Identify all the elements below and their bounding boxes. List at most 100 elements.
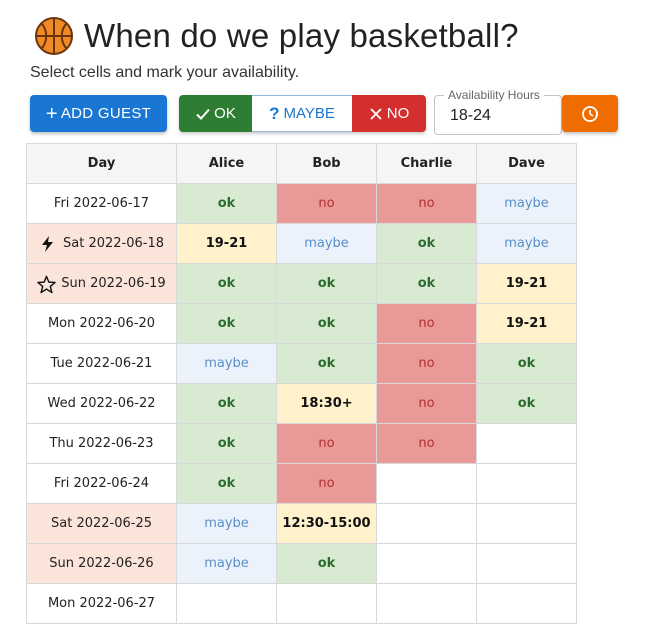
maybe-button[interactable]: ? MAYBE bbox=[252, 95, 352, 132]
availability-cell-empty[interactable] bbox=[376, 543, 477, 584]
availability-cell-maybe[interactable]: maybe bbox=[476, 183, 577, 224]
availability-grid: Day Alice Bob Charlie Dave Fri 2022-06-1… bbox=[26, 143, 577, 624]
star-icon bbox=[37, 275, 57, 293]
day-cell[interactable]: Sun 2022-06-19 bbox=[26, 263, 177, 304]
day-cell[interactable]: Mon 2022-06-27 bbox=[26, 583, 177, 624]
day-cell-content: Thu 2022-06-23 bbox=[27, 436, 176, 451]
plus-icon: + bbox=[45, 102, 58, 125]
availability-cell-ok[interactable]: ok bbox=[176, 423, 277, 464]
day-cell-content: Mon 2022-06-20 bbox=[27, 316, 176, 331]
table-row: Wed 2022-06-22 ok 18:30+ no ok bbox=[26, 383, 577, 424]
availability-hours-label: Availability Hours bbox=[444, 88, 544, 102]
availability-cell-empty[interactable] bbox=[376, 463, 477, 504]
header-guest[interactable]: Bob bbox=[276, 143, 377, 184]
day-cell[interactable]: Tue 2022-06-21 bbox=[26, 343, 177, 384]
availability-cell-maybe[interactable]: maybe bbox=[176, 543, 277, 584]
clock-button[interactable] bbox=[562, 95, 618, 132]
availability-cell-empty[interactable] bbox=[176, 583, 277, 624]
page-header: When do we play basketball? bbox=[34, 14, 519, 58]
table-row: Tue 2022-06-21 maybe ok no ok bbox=[26, 343, 577, 384]
header-guest[interactable]: Alice bbox=[176, 143, 277, 184]
table-row: Fri 2022-06-17 ok no no maybe bbox=[26, 183, 577, 224]
availability-cell-ok[interactable]: ok bbox=[476, 383, 577, 424]
availability-cell-empty[interactable] bbox=[476, 463, 577, 504]
availability-cell-ok[interactable]: ok bbox=[376, 263, 477, 304]
availability-cell-ok[interactable]: ok bbox=[176, 303, 277, 344]
availability-cell-empty[interactable] bbox=[476, 503, 577, 544]
check-icon bbox=[196, 108, 210, 120]
availability-cell-hours[interactable]: 19-21 bbox=[476, 263, 577, 304]
day-label: Wed 2022-06-22 bbox=[47, 396, 156, 411]
availability-cell-ok[interactable]: ok bbox=[476, 343, 577, 384]
day-label: Mon 2022-06-27 bbox=[47, 596, 156, 611]
day-cell-content: Sat 2022-06-25 bbox=[27, 516, 176, 531]
availability-cell-ok[interactable]: ok bbox=[276, 543, 377, 584]
day-cell[interactable]: Mon 2022-06-20 bbox=[26, 303, 177, 344]
availability-cell-empty[interactable] bbox=[476, 543, 577, 584]
day-cell[interactable]: Wed 2022-06-22 bbox=[26, 383, 177, 424]
availability-cell-empty[interactable] bbox=[476, 423, 577, 464]
availability-cell-maybe[interactable]: maybe bbox=[176, 503, 277, 544]
availability-cell-no[interactable]: no bbox=[276, 463, 377, 504]
day-cell[interactable]: Fri 2022-06-17 bbox=[26, 183, 177, 224]
day-label: Fri 2022-06-17 bbox=[53, 196, 150, 211]
availability-cell-empty[interactable] bbox=[376, 583, 477, 624]
page-title: When do we play basketball? bbox=[84, 17, 519, 54]
table-header-row: Day Alice Bob Charlie Dave bbox=[26, 143, 577, 184]
availability-cell-ok[interactable]: ok bbox=[176, 183, 277, 224]
clock-icon bbox=[582, 105, 598, 122]
availability-cell-ok[interactable]: ok bbox=[176, 463, 277, 504]
availability-cell-ok[interactable]: ok bbox=[376, 223, 477, 264]
add-guest-button[interactable]: + ADD GUEST bbox=[30, 95, 167, 132]
availability-cell-no[interactable]: no bbox=[376, 343, 477, 384]
availability-cell-empty[interactable] bbox=[476, 583, 577, 624]
availability-cell-no[interactable]: no bbox=[376, 183, 477, 224]
availability-cell-ok[interactable]: ok bbox=[176, 383, 277, 424]
availability-cell-hours[interactable]: 18:30+ bbox=[276, 383, 377, 424]
ok-button[interactable]: OK bbox=[179, 95, 252, 132]
availability-cell-hours[interactable]: 12:30-15:00 bbox=[276, 503, 377, 544]
availability-cell-hours[interactable]: 19-21 bbox=[176, 223, 277, 264]
close-icon bbox=[370, 107, 382, 120]
day-label: Sun 2022-06-19 bbox=[61, 276, 166, 291]
header-guest[interactable]: Charlie bbox=[376, 143, 477, 184]
availability-cell-maybe[interactable]: maybe bbox=[176, 343, 277, 384]
header-day: Day bbox=[26, 143, 177, 184]
availability-cell-no[interactable]: no bbox=[376, 423, 477, 464]
page-subtitle: Select cells and mark your availability. bbox=[30, 64, 300, 81]
day-cell[interactable]: Fri 2022-06-24 bbox=[26, 463, 177, 504]
availability-cell-ok[interactable]: ok bbox=[176, 263, 277, 304]
availability-cell-maybe[interactable]: maybe bbox=[476, 223, 577, 264]
availability-cell-no[interactable]: no bbox=[376, 303, 477, 344]
availability-cell-no[interactable]: no bbox=[276, 183, 377, 224]
day-cell[interactable]: Sun 2022-06-26 bbox=[26, 543, 177, 584]
availability-cell-ok[interactable]: ok bbox=[276, 303, 377, 344]
day-label: Mon 2022-06-20 bbox=[47, 316, 156, 331]
availability-cell-ok[interactable]: ok bbox=[276, 343, 377, 384]
availability-cell-ok[interactable]: ok bbox=[276, 263, 377, 304]
no-label: NO bbox=[386, 105, 410, 122]
availability-hours-input[interactable] bbox=[448, 106, 548, 126]
table-row: Sat 2022-06-25 maybe 12:30-15:00 bbox=[26, 503, 577, 544]
availability-hours-field[interactable]: Availability Hours bbox=[434, 88, 562, 135]
day-cell[interactable]: Sat 2022-06-18 bbox=[26, 223, 177, 264]
day-label: Sat 2022-06-25 bbox=[51, 516, 152, 531]
day-cell[interactable]: Sat 2022-06-25 bbox=[26, 503, 177, 544]
table-row: Mon 2022-06-27 bbox=[26, 583, 577, 624]
availability-cell-no[interactable]: no bbox=[276, 423, 377, 464]
availability-cell-empty[interactable] bbox=[376, 503, 477, 544]
day-label: Sun 2022-06-26 bbox=[49, 556, 154, 571]
availability-cell-hours[interactable]: 19-21 bbox=[476, 303, 577, 344]
day-cell[interactable]: Thu 2022-06-23 bbox=[26, 423, 177, 464]
day-cell-content: Fri 2022-06-17 bbox=[27, 196, 176, 211]
availability-cell-maybe[interactable]: maybe bbox=[276, 223, 377, 264]
availability-cell-empty[interactable] bbox=[276, 583, 377, 624]
header-guest[interactable]: Dave bbox=[476, 143, 577, 184]
day-cell-content: Fri 2022-06-24 bbox=[27, 476, 176, 491]
availability-toggle-group: OK ? MAYBE NO bbox=[179, 95, 426, 132]
day-cell-content: Sat 2022-06-18 bbox=[27, 235, 176, 253]
no-button[interactable]: NO bbox=[352, 95, 426, 132]
availability-cell-no[interactable]: no bbox=[376, 383, 477, 424]
table-row: Thu 2022-06-23 ok no no bbox=[26, 423, 577, 464]
day-label: Tue 2022-06-21 bbox=[50, 356, 153, 371]
